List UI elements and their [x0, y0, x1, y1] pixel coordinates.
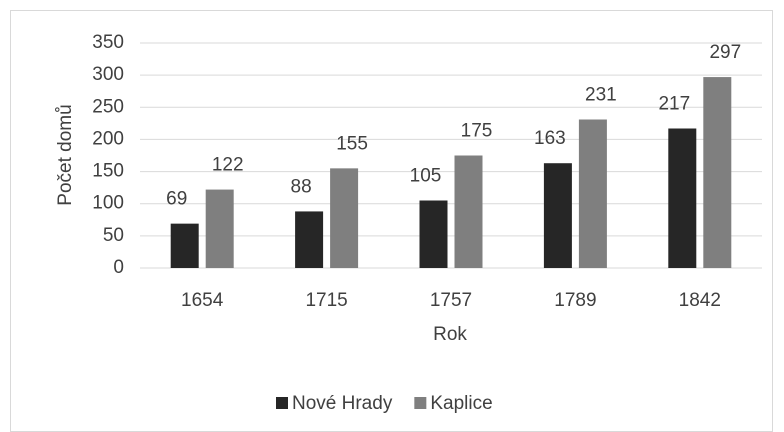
y-tick-label: 50: [103, 225, 124, 246]
x-axis-title: Rok: [433, 324, 467, 345]
data-label: 105: [410, 166, 442, 187]
bar: [578, 119, 607, 268]
y-axis-title: Počet domů: [55, 104, 76, 205]
bar: [330, 168, 359, 268]
y-tick-label: 200: [92, 128, 124, 149]
chart-border: [10, 10, 773, 432]
x-tick-label: 1842: [679, 290, 721, 311]
bar: [454, 155, 483, 268]
x-tick-label: 1757: [430, 290, 472, 311]
bar: [205, 189, 234, 268]
data-label: 163: [534, 128, 566, 149]
data-label: 155: [336, 133, 368, 154]
y-tick-label: 100: [92, 193, 124, 214]
data-label: 217: [658, 94, 690, 115]
data-label: 231: [585, 85, 617, 106]
legend-label: Nové Hrady: [292, 393, 393, 414]
legend-swatch: [414, 397, 427, 409]
y-tick-label: 250: [92, 96, 124, 117]
y-tick-label: 150: [92, 161, 124, 182]
data-label: 69: [166, 189, 187, 210]
legend-swatch: [276, 397, 288, 409]
bar: [170, 223, 199, 268]
y-tick-label: 0: [113, 257, 124, 278]
y-tick-label: 300: [92, 64, 124, 85]
data-label: 88: [291, 176, 312, 197]
legend-label: Kaplice: [430, 393, 492, 414]
y-tick-label: 350: [92, 32, 124, 53]
data-label: 175: [461, 121, 493, 142]
bar: [295, 211, 324, 268]
bar: [703, 77, 732, 268]
x-tick-label: 1654: [181, 290, 224, 311]
bar: [668, 128, 697, 268]
data-label: 297: [709, 42, 741, 63]
data-label: 122: [212, 155, 244, 176]
bar: [543, 163, 572, 268]
x-tick-label: 1789: [554, 290, 596, 311]
bar: [419, 200, 448, 268]
x-tick-label: 1715: [305, 290, 347, 311]
